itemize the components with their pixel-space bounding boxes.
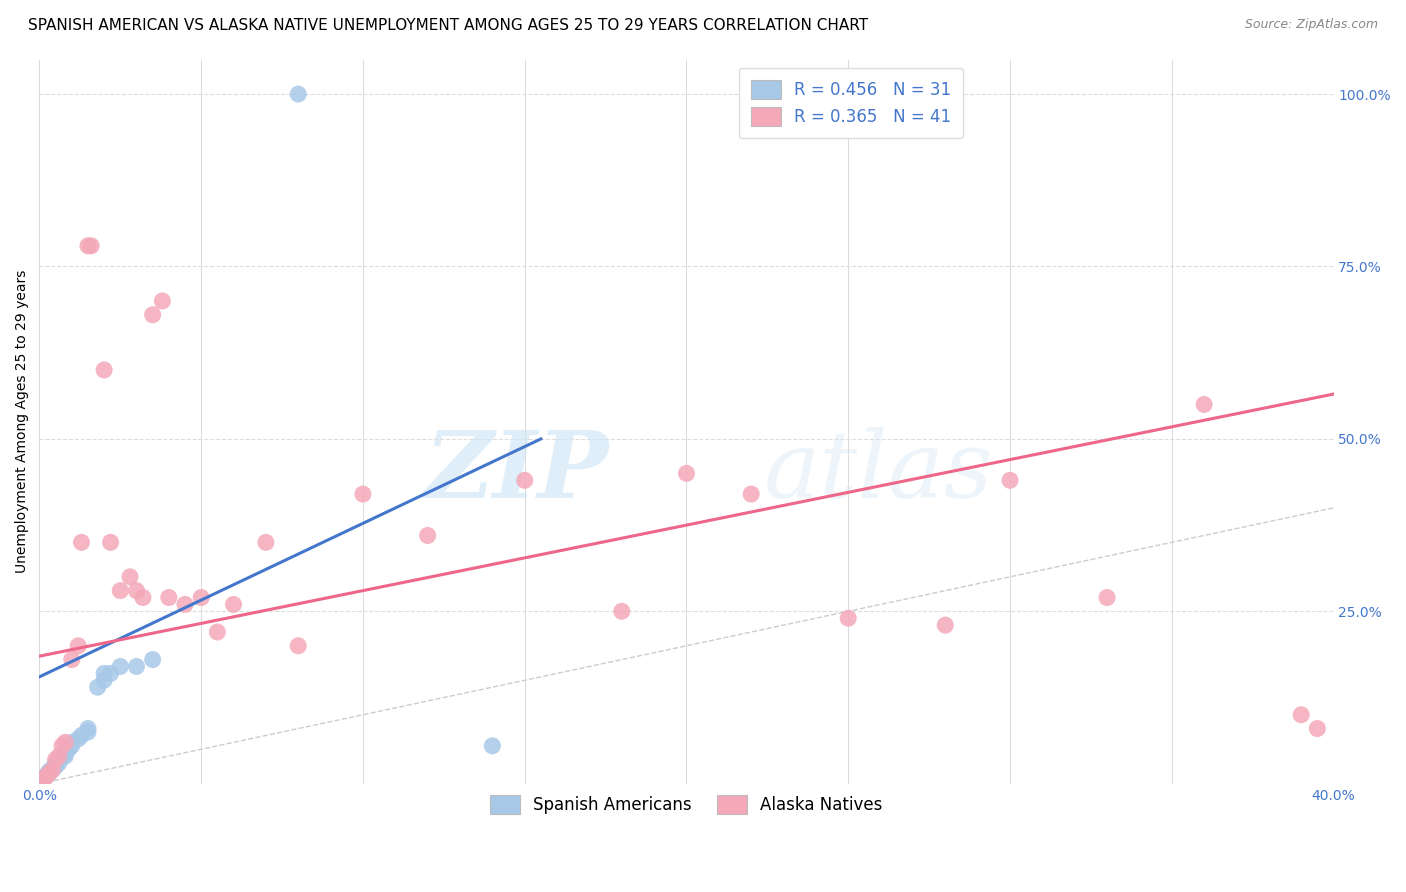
Y-axis label: Unemployment Among Ages 25 to 29 years: Unemployment Among Ages 25 to 29 years xyxy=(15,270,30,574)
Text: ZIP: ZIP xyxy=(425,427,609,517)
Point xyxy=(254,535,277,549)
Point xyxy=(837,611,859,625)
Point xyxy=(70,535,93,549)
Point xyxy=(35,770,58,784)
Text: Source: ZipAtlas.com: Source: ZipAtlas.com xyxy=(1244,18,1378,31)
Text: SPANISH AMERICAN VS ALASKA NATIVE UNEMPLOYMENT AMONG AGES 25 TO 29 YEARS CORRELA: SPANISH AMERICAN VS ALASKA NATIVE UNEMPL… xyxy=(28,18,869,33)
Point xyxy=(934,618,956,632)
Point xyxy=(675,467,697,481)
Point xyxy=(48,749,70,764)
Point xyxy=(41,763,63,777)
Point xyxy=(31,771,53,785)
Point xyxy=(118,570,141,584)
Point xyxy=(45,756,67,770)
Point xyxy=(142,652,165,666)
Point xyxy=(740,487,762,501)
Point xyxy=(70,729,93,743)
Point xyxy=(53,746,76,760)
Point xyxy=(125,659,148,673)
Point xyxy=(38,764,60,779)
Point xyxy=(58,742,80,756)
Point xyxy=(51,739,73,753)
Point xyxy=(35,770,58,784)
Point xyxy=(31,773,53,788)
Point xyxy=(207,625,229,640)
Point xyxy=(190,591,212,605)
Point xyxy=(45,759,67,773)
Point xyxy=(77,239,100,253)
Point xyxy=(77,722,100,736)
Point xyxy=(416,528,439,542)
Point xyxy=(100,666,122,681)
Point xyxy=(93,673,115,688)
Point xyxy=(38,766,60,780)
Point xyxy=(1095,591,1118,605)
Point xyxy=(86,680,108,694)
Point xyxy=(125,583,148,598)
Point xyxy=(157,591,180,605)
Point xyxy=(41,763,63,777)
Point xyxy=(998,473,1021,487)
Point xyxy=(67,731,90,746)
Point xyxy=(1289,707,1312,722)
Point xyxy=(48,756,70,770)
Legend: Spanish Americans, Alaska Natives: Spanish Americans, Alaska Natives xyxy=(478,783,894,826)
Point xyxy=(31,773,53,788)
Point xyxy=(38,766,60,780)
Point xyxy=(77,725,100,739)
Point xyxy=(110,583,132,598)
Point xyxy=(610,604,633,618)
Point xyxy=(513,473,536,487)
Point xyxy=(287,87,309,101)
Point xyxy=(80,239,103,253)
Text: atlas: atlas xyxy=(763,427,994,517)
Point xyxy=(51,749,73,764)
Point xyxy=(60,739,83,753)
Point xyxy=(60,735,83,749)
Point xyxy=(1192,397,1215,411)
Point xyxy=(48,753,70,767)
Point xyxy=(60,652,83,666)
Point xyxy=(53,749,76,764)
Point xyxy=(1306,722,1329,736)
Point xyxy=(53,735,76,749)
Point xyxy=(352,487,374,501)
Point xyxy=(100,535,122,549)
Point xyxy=(41,762,63,776)
Point xyxy=(222,598,245,612)
Point xyxy=(287,639,309,653)
Point xyxy=(93,363,115,377)
Point xyxy=(132,591,155,605)
Point xyxy=(142,308,165,322)
Point xyxy=(110,659,132,673)
Point xyxy=(45,753,67,767)
Point xyxy=(481,739,503,753)
Point xyxy=(67,639,90,653)
Point xyxy=(174,598,197,612)
Point xyxy=(35,768,58,782)
Point xyxy=(150,293,173,308)
Point xyxy=(93,666,115,681)
